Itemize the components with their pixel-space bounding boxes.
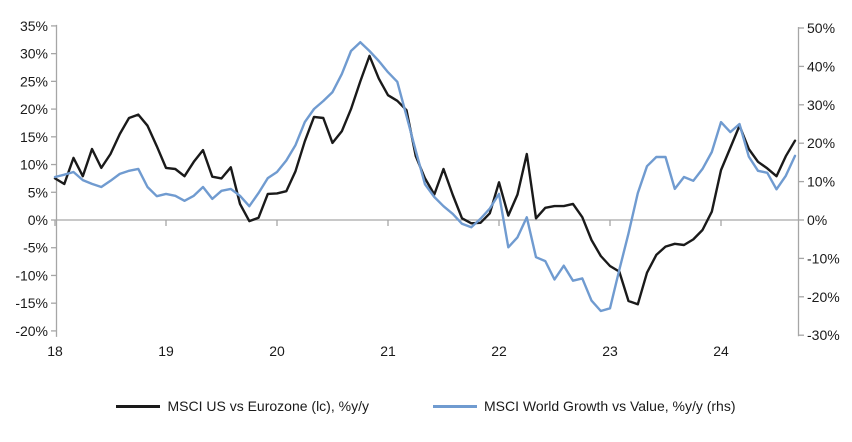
legend-label: MSCI World Growth vs Value, %y/y (rhs): [483, 398, 736, 414]
right-axis-tick-label: 10%: [807, 174, 835, 190]
right-axis-tick-label: 30%: [807, 97, 835, 113]
x-axis-tick-label: 24: [713, 343, 729, 359]
legend-item-msci-us-vs-eurozone: MSCI US vs Eurozone (lc), %y/y: [116, 398, 369, 414]
left-axis-tick-label: 15%: [20, 129, 48, 145]
series-line-msci-growth-vs-value: [53, 41, 797, 313]
series-line-msci-us-vs-eurozone: [53, 54, 797, 306]
left-axis-tick-label: 30%: [20, 46, 48, 62]
x-axis-tick-label: 19: [158, 343, 174, 359]
x-axis-tick-label: 23: [602, 343, 618, 359]
right-axis-tick-label: 50%: [807, 20, 835, 36]
right-axis-tick-label: 40%: [807, 58, 835, 74]
left-axis-tick-label: 35%: [20, 18, 48, 34]
left-axis-tick-label: 0%: [28, 212, 48, 228]
legend-line-swatch: [432, 404, 477, 408]
left-axis-tick-label: -15%: [15, 295, 48, 311]
chart-legend: MSCI US vs Eurozone (lc), %y/y MSCI World…: [0, 398, 852, 414]
left-axis-tick-label: -20%: [15, 323, 48, 339]
left-axis-tick-label: 5%: [28, 184, 48, 200]
x-axis-tick-label: 20: [269, 343, 285, 359]
legend-line-swatch: [116, 404, 161, 408]
legend-label: MSCI US vs Eurozone (lc), %y/y: [167, 398, 369, 414]
right-axis-tick-label: 0%: [807, 212, 827, 228]
x-axis-tick-label: 22: [491, 343, 507, 359]
left-axis-tick-label: 20%: [20, 101, 48, 117]
left-axis-tick-label: 25%: [20, 73, 48, 89]
right-axis-tick-label: -30%: [807, 327, 840, 343]
right-axis-tick-label: 20%: [807, 135, 835, 151]
right-axis-tick-label: -10%: [807, 250, 840, 266]
left-axis-tick-label: -10%: [15, 267, 48, 283]
x-axis-tick-label: 21: [380, 343, 396, 359]
legend-item-msci-growth-vs-value: MSCI World Growth vs Value, %y/y (rhs): [432, 398, 736, 414]
x-axis-tick-label: 18: [47, 343, 63, 359]
left-axis-tick-label: -5%: [23, 240, 48, 256]
right-axis-tick-label: -20%: [807, 289, 840, 305]
left-axis-tick-label: 10%: [20, 157, 48, 173]
chart-canvas: 35% 30% 25% 20% 15% 10% 5% 0% -5% -10% -15% -20% 50%…: [15, 18, 840, 359]
